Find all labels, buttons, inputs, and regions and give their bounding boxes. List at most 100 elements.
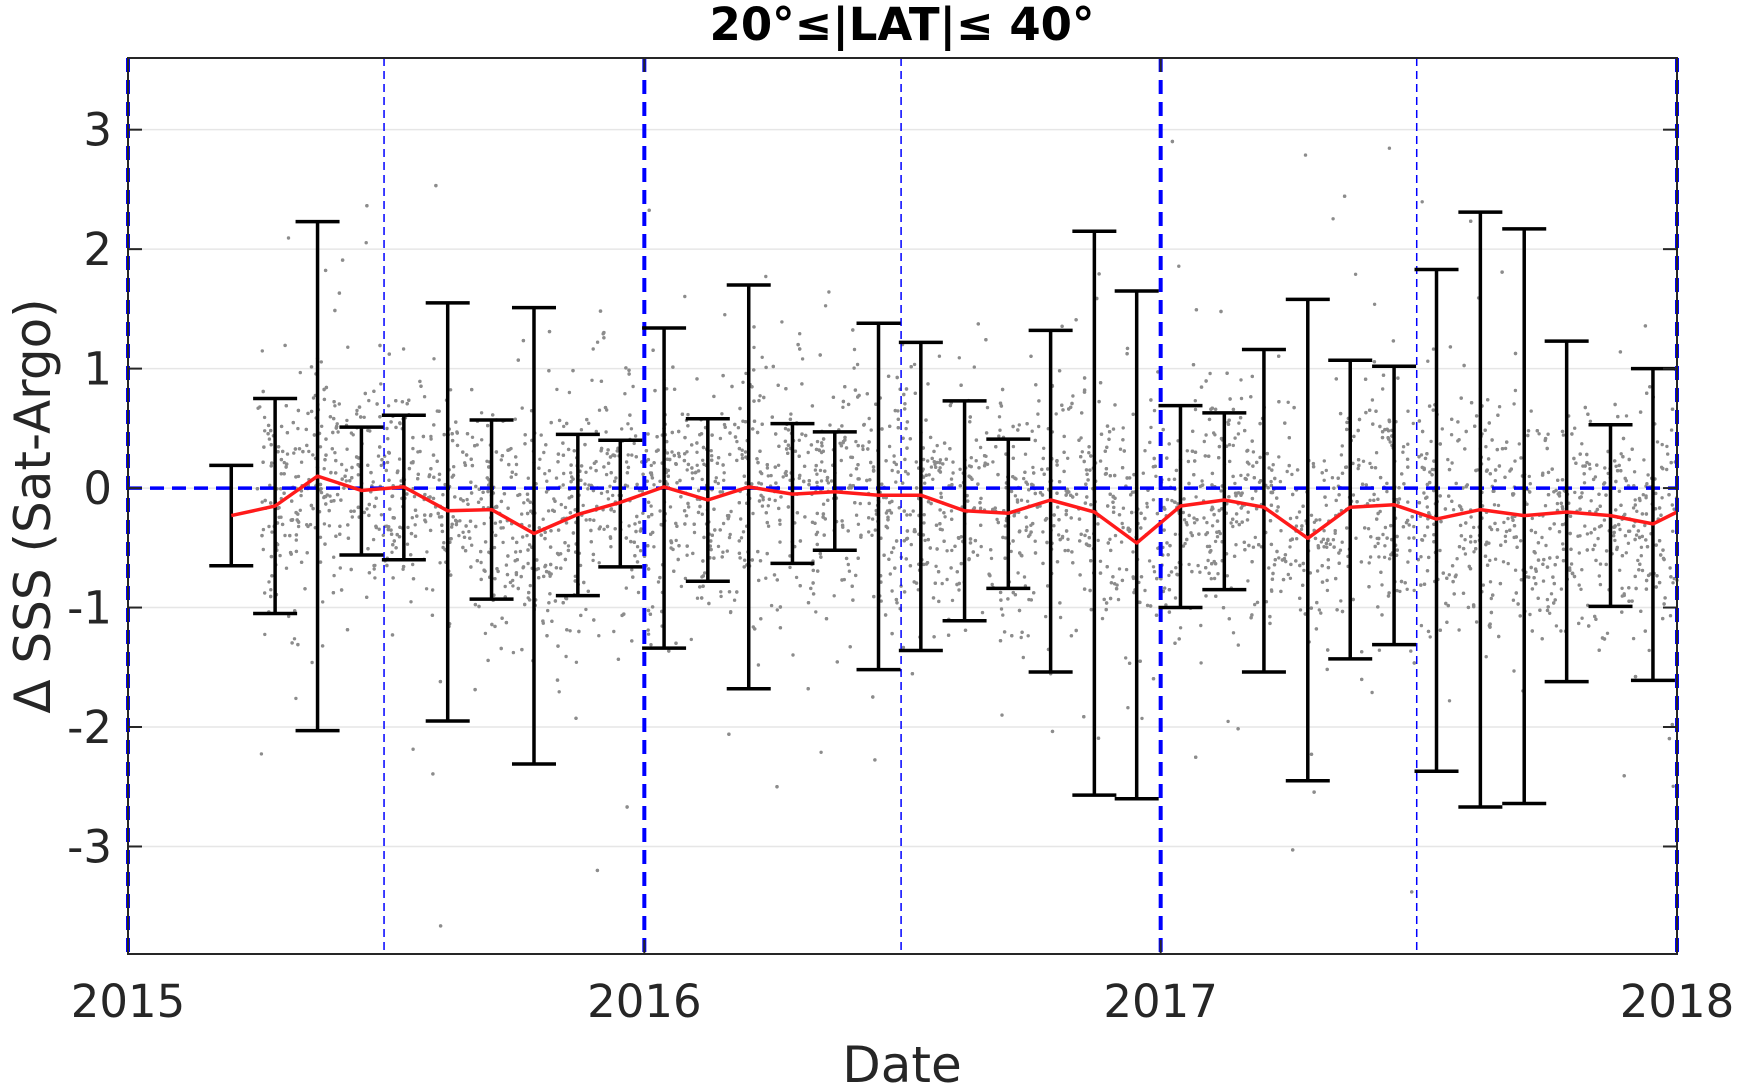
scatter-point [1177, 637, 1181, 641]
scatter-point [1665, 467, 1669, 472]
scatter-point [405, 492, 409, 496]
scatter-point [499, 499, 504, 504]
scatter-point [781, 475, 785, 479]
scatter-point [1152, 570, 1157, 574]
scatter-point [1089, 559, 1093, 563]
scatter-point [1412, 536, 1416, 540]
scatter-point [627, 368, 631, 372]
scatter-point [463, 549, 468, 553]
scatter-point [1320, 471, 1324, 475]
scatter-point [1239, 493, 1243, 497]
scatter-point [1021, 655, 1025, 660]
scatter-point [996, 520, 1000, 525]
scatter-point [522, 501, 526, 505]
scatter-point [1298, 596, 1302, 600]
scatter-point [1530, 516, 1535, 521]
scatter-point [686, 412, 690, 417]
scatter-point [470, 387, 474, 392]
scatter-point [499, 646, 503, 651]
scatter-point [270, 530, 274, 534]
scatter-point [824, 617, 829, 621]
scatter-point [979, 523, 983, 527]
scatter-point [857, 477, 861, 481]
scatter-point [1426, 359, 1430, 363]
scatter-point [1108, 537, 1112, 541]
scatter-point [604, 472, 609, 477]
scatter-point [1663, 596, 1667, 600]
scatter-point [652, 545, 656, 549]
scatter-point [667, 649, 671, 653]
scatter-point [820, 441, 824, 445]
scatter-point [362, 510, 366, 515]
scatter-point [1398, 589, 1402, 594]
scatter-point [322, 467, 326, 471]
scatter-point [323, 268, 328, 273]
scatter-point [732, 598, 737, 602]
scatter-point [1106, 504, 1110, 508]
scatter-point [1497, 464, 1502, 468]
scatter-point [1022, 575, 1027, 579]
scatter-point [1631, 636, 1636, 641]
scatter-point [1602, 637, 1607, 641]
scatter-point [1643, 629, 1648, 633]
scatter-point [778, 626, 783, 630]
scatter-point [976, 482, 980, 486]
scatter-point [631, 575, 635, 579]
scatter-point [1209, 577, 1214, 581]
scatter-point [1270, 490, 1275, 495]
scatter-point [602, 465, 606, 469]
scatter-point [579, 613, 583, 618]
scatter-point [1548, 611, 1552, 615]
scatter-point [1242, 540, 1247, 544]
scatter-point [760, 422, 764, 426]
scatter-point [1213, 407, 1218, 411]
scatter-point [1330, 476, 1335, 480]
scatter-point [829, 479, 834, 483]
scatter-point [884, 511, 889, 515]
scatter-point [1154, 474, 1158, 478]
scatter-point [335, 492, 340, 497]
scatter-point [1513, 459, 1517, 463]
scatter-point [340, 258, 345, 262]
scatter-point [498, 520, 503, 524]
scatter-point [1193, 450, 1198, 454]
scatter-point [989, 556, 994, 561]
scatter-point [511, 536, 515, 540]
scatter-point [811, 568, 815, 573]
scatter-point [459, 497, 463, 501]
scatter-point [1085, 495, 1089, 499]
scatter-point [1082, 459, 1086, 464]
scatter-point [683, 576, 688, 581]
scatter-point [1078, 539, 1082, 543]
scatter-point [1488, 580, 1493, 584]
scatter-point [1322, 459, 1327, 463]
scatter-point [1270, 468, 1274, 472]
scatter-point [695, 596, 700, 600]
scatter-point [294, 549, 299, 554]
scatter-point [1540, 637, 1544, 641]
scatter-point [1019, 635, 1023, 640]
scatter-point [1409, 649, 1413, 653]
scatter-point [279, 424, 284, 429]
scatter-point [1455, 557, 1459, 561]
scatter-point [1339, 453, 1344, 457]
scatter-point [561, 441, 565, 445]
scatter-point [809, 443, 814, 447]
scatter-point [609, 471, 613, 475]
scatter-point [647, 208, 651, 212]
scatter-point [413, 534, 418, 538]
scatter-point [372, 504, 377, 509]
scatter-point [1149, 398, 1153, 402]
scatter-point [1098, 381, 1103, 385]
scatter-point [924, 473, 928, 477]
scatter-point [1555, 501, 1560, 506]
scatter-point [757, 499, 762, 503]
scatter-point [507, 462, 511, 467]
scatter-point [967, 474, 971, 478]
scatter-point [373, 576, 377, 580]
scatter-point [1172, 477, 1177, 481]
scatter-point [1591, 477, 1596, 482]
scatter-point [655, 435, 659, 439]
scatter-point [968, 420, 972, 424]
scatter-point [932, 635, 936, 639]
